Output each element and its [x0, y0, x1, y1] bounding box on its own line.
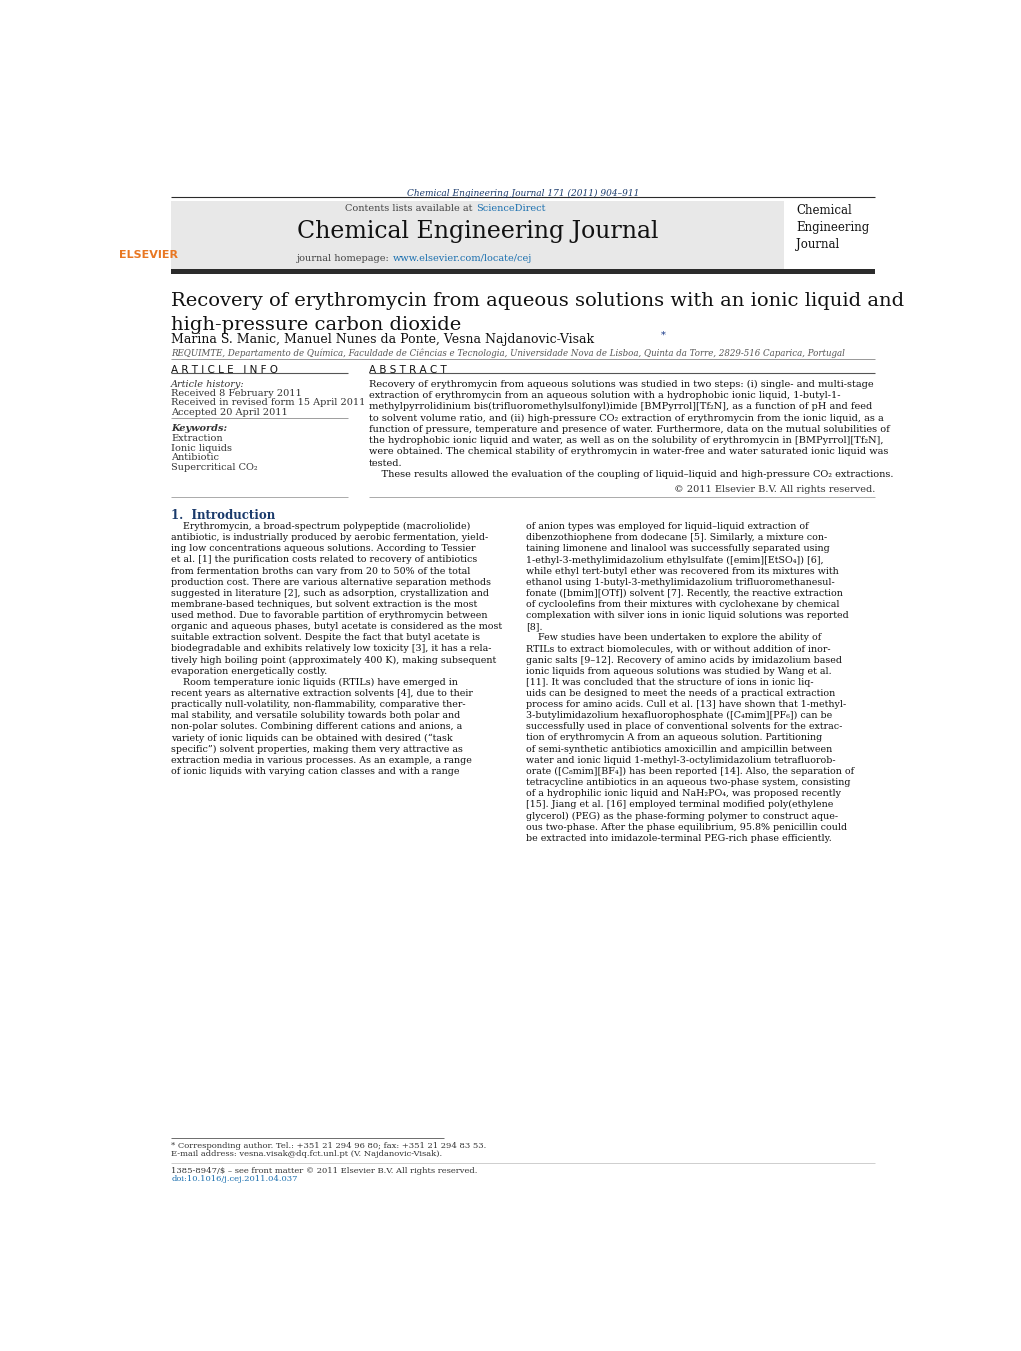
Text: Recovery of erythromycin from aqueous solutions was studied in two steps: (i) si: Recovery of erythromycin from aqueous so… — [369, 380, 889, 467]
Text: ScienceDirect: ScienceDirect — [476, 204, 545, 212]
Text: * Corresponding author. Tel.: +351 21 294 96 80; fax: +351 21 294 83 53.: * Corresponding author. Tel.: +351 21 29… — [172, 1142, 486, 1150]
Text: doi:10.1016/j.cej.2011.04.037: doi:10.1016/j.cej.2011.04.037 — [172, 1175, 298, 1183]
Bar — [172, 269, 875, 274]
Text: © 2011 Elsevier B.V. All rights reserved.: © 2011 Elsevier B.V. All rights reserved… — [674, 485, 875, 493]
Text: Chemical Engineering Journal 171 (2011) 904–911: Chemical Engineering Journal 171 (2011) … — [407, 189, 639, 199]
Text: These results allowed the evaluation of the coupling of liquid–liquid and high-p: These results allowed the evaluation of … — [369, 470, 893, 480]
Text: www.elsevier.com/locate/cej: www.elsevier.com/locate/cej — [393, 254, 532, 262]
Text: Marina S. Manic, Manuel Nunes da Ponte, Vesna Najdanovic-Visak: Marina S. Manic, Manuel Nunes da Ponte, … — [172, 332, 594, 346]
Text: *: * — [661, 331, 666, 340]
Text: Keywords:: Keywords: — [172, 424, 228, 434]
Bar — [172, 200, 784, 272]
Text: E-mail address: vesna.visak@dq.fct.unl.pt (V. Najdanovic-Visak).: E-mail address: vesna.visak@dq.fct.unl.p… — [172, 1151, 442, 1158]
Text: Ionic liquids: Ionic liquids — [172, 443, 232, 453]
Text: REQUIMTE, Departamento de Química, Faculdade de Ciências e Tecnologia, Universid: REQUIMTE, Departamento de Química, Facul… — [172, 349, 845, 358]
Text: journal homepage:: journal homepage: — [297, 254, 393, 262]
Text: Erythromycin, a broad-spectrum polypeptide (macroliolide)
antibiotic, is industr: Erythromycin, a broad-spectrum polypepti… — [172, 521, 502, 777]
Text: Extraction: Extraction — [172, 434, 223, 443]
Text: Article history:: Article history: — [172, 380, 245, 389]
Text: of anion types was employed for liquid–liquid extraction of
dibenzothiophene fro: of anion types was employed for liquid–l… — [526, 521, 854, 843]
Text: ELSEVIER: ELSEVIER — [119, 250, 179, 259]
Text: A B S T R A C T: A B S T R A C T — [369, 365, 447, 376]
Text: Recovery of erythromycin from aqueous solutions with an ionic liquid and
high-pr: Recovery of erythromycin from aqueous so… — [172, 292, 905, 334]
Text: Antibiotic: Antibiotic — [172, 454, 220, 462]
Text: 1385-8947/$ – see front matter © 2011 Elsevier B.V. All rights reserved.: 1385-8947/$ – see front matter © 2011 El… — [172, 1167, 478, 1175]
Text: Received 8 February 2011: Received 8 February 2011 — [172, 389, 302, 399]
Text: Accepted 20 April 2011: Accepted 20 April 2011 — [172, 408, 288, 416]
Text: Contents lists available at: Contents lists available at — [345, 204, 476, 212]
Text: Chemical Engineering Journal: Chemical Engineering Journal — [297, 220, 659, 243]
Text: 1.  Introduction: 1. Introduction — [172, 508, 276, 521]
Text: Supercritical CO₂: Supercritical CO₂ — [172, 463, 257, 473]
Text: A R T I C L E   I N F O: A R T I C L E I N F O — [172, 365, 278, 376]
Text: Chemical
Engineering
Journal: Chemical Engineering Journal — [796, 204, 870, 251]
Text: Received in revised form 15 April 2011: Received in revised form 15 April 2011 — [172, 399, 366, 407]
